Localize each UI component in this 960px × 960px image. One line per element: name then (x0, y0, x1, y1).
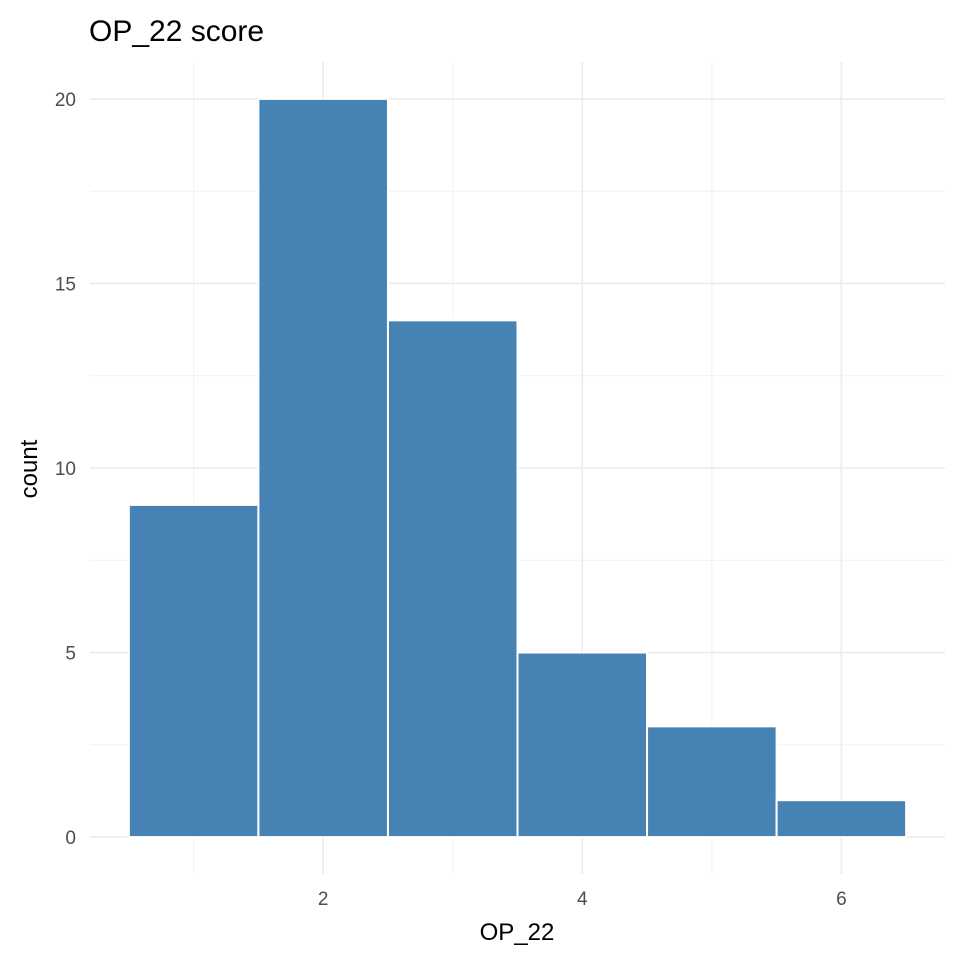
x-tick-label: 6 (836, 889, 847, 910)
y-tick-label: 0 (65, 828, 76, 849)
x-axis-title: OP_22 (480, 919, 555, 946)
histogram-bar (646, 725, 778, 839)
y-axis-ticks: 0 5 10 15 20 (55, 90, 76, 849)
histogram-bar (127, 503, 260, 839)
chart-title: OP_22 score (89, 15, 264, 48)
y-axis-title: count (16, 439, 43, 498)
x-tick-label: 2 (318, 889, 329, 910)
histogram-bar (257, 97, 389, 839)
histogram-bar (516, 651, 649, 839)
y-tick-label: 15 (55, 274, 76, 295)
y-tick-label: 20 (55, 90, 76, 111)
x-axis-ticks: 2 4 6 (318, 889, 847, 910)
y-tick-label: 5 (65, 644, 76, 665)
x-tick-label: 4 (577, 889, 588, 910)
y-tick-label: 10 (55, 459, 76, 480)
histogram-bar (386, 319, 519, 839)
histogram-bar (775, 799, 908, 839)
bars (127, 97, 908, 839)
